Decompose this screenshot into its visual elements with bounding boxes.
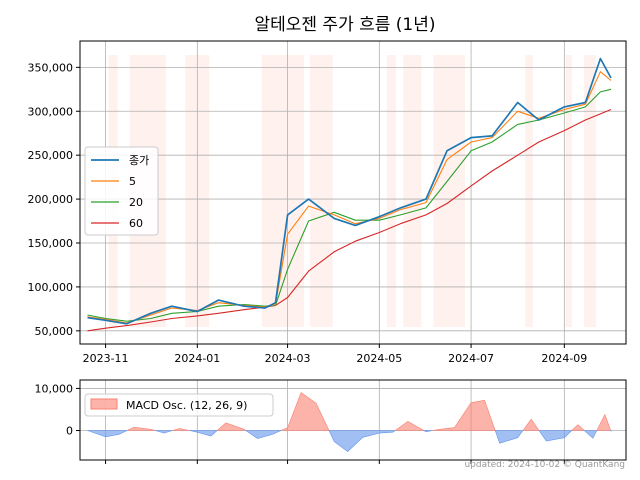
highlight-band-8 — [525, 55, 533, 327]
highlight-band-4 — [310, 55, 333, 327]
price-xtick-label-0: 2023-11 — [83, 352, 129, 365]
price-xtick-label-4: 2024-07 — [448, 352, 494, 365]
macd-plot: 0 10,000 MACD Osc. (12, 26, 9) — [35, 379, 627, 464]
price-y-ticks: 50,000 100,000 150,000 200,000 250,000 300,00… — [28, 61, 80, 338]
price-xtick-label-3: 2024-05 — [356, 352, 402, 365]
macd-ytick-label-1: 10,000 — [35, 382, 74, 395]
macd-area-segment-16 — [571, 424, 586, 431]
macd-area-segment-8 — [280, 392, 330, 431]
legend-items: 종가 5 20 60 — [91, 154, 149, 230]
price-ytick-label-4: 250,000 — [28, 149, 74, 162]
price-ytick-label-5: 300,000 — [28, 105, 74, 118]
macd-area-segment-3 — [155, 430, 173, 434]
price-xtick-label-1: 2024-01 — [174, 352, 220, 365]
macd-area-segment-11 — [422, 430, 433, 433]
macd-area-segment-4 — [172, 428, 190, 431]
price-ytick-label-1: 100,000 — [28, 281, 74, 294]
highlight-band-10 — [583, 55, 596, 327]
series-line-3 — [87, 108, 612, 332]
macd-legend-box — [84, 393, 274, 417]
price-legend: 종가 5 20 60 — [84, 146, 159, 236]
macd-y-ticks: 0 10,000 — [35, 382, 80, 438]
price-xtick-label-2: 2024-03 — [265, 352, 311, 365]
price-plot: 50,000 100,000 150,000 200,000 250,000 300,00… — [28, 40, 627, 365]
macd-area-segment-17 — [583, 430, 598, 439]
highlight-band-9 — [565, 55, 572, 327]
price-ytick-label-0: 50,000 — [35, 325, 74, 338]
footer-credit: updated: 2024-10-02 © QuantKang — [464, 460, 625, 470]
macd-area-segment-18 — [596, 413, 612, 431]
macd-area-segment-13 — [494, 430, 524, 444]
highlight-band-5 — [386, 55, 396, 327]
price-plot-background — [80, 41, 626, 344]
macd-legend: MACD Osc. (12, 26, 9) — [84, 393, 274, 417]
macd-plot-frame — [79, 379, 627, 461]
series-line-0 — [87, 57, 612, 325]
highlight-band-3 — [262, 55, 305, 327]
price-xtick-label-5: 2024-09 — [541, 352, 587, 365]
legend-label-1: 5 — [129, 175, 136, 188]
macd-ytick-label-0: 0 — [66, 425, 73, 438]
price-ytick-label-6: 350,000 — [28, 61, 74, 74]
highlight-band-7 — [433, 55, 466, 327]
chart-title: 알테오젠 주가 흐름 (1년) — [254, 15, 435, 35]
series-line-2 — [87, 88, 612, 322]
macd-area-segment-7 — [244, 430, 282, 439]
price-plot-frame — [79, 40, 627, 345]
price-ytick-label-2: 150,000 — [28, 237, 74, 250]
macd-x-ticks — [105, 460, 565, 464]
macd-legend-swatch — [90, 398, 118, 410]
macd-area-segment-6 — [216, 422, 247, 431]
macd-area-segment-2 — [126, 426, 156, 431]
macd-legend-label: MACD Osc. (12, 26, 9) — [126, 399, 247, 412]
macd-plot-background — [80, 380, 626, 460]
macd-area-segment-5 — [189, 430, 218, 437]
price-x-ticks: 2023-11 2024-01 2024-03 2024-05 2024-07 2024-… — [83, 344, 587, 365]
price-ytick-label-3: 200,000 — [28, 193, 74, 206]
legend-box — [84, 146, 159, 236]
macd-area-segment-15 — [538, 430, 573, 442]
macd-oscillator-area — [87, 392, 612, 452]
legend-label-2: 20 — [129, 196, 143, 209]
macd-area-segment-14 — [522, 418, 540, 431]
macd-area-segment-1 — [87, 430, 128, 438]
legend-label-0: 종가 — [129, 154, 149, 167]
legend-label-3: 60 — [129, 217, 143, 230]
price-series — [87, 57, 612, 332]
highlight-band-6 — [403, 55, 422, 327]
macd-area-segment-10 — [394, 420, 425, 431]
